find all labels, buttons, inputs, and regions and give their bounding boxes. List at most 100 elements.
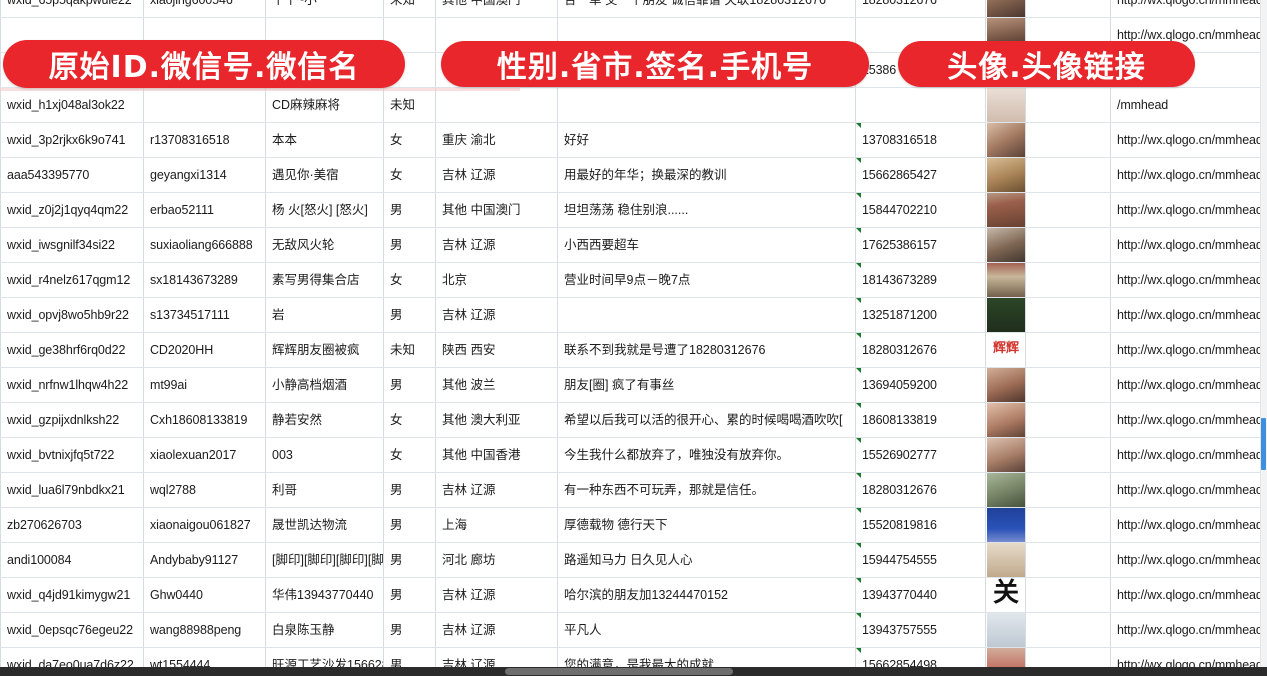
cell-wxno[interactable]: Ghw0440 xyxy=(143,577,266,613)
cell-wxname[interactable]: 丫丫~小 xyxy=(265,0,384,18)
cell-url[interactable]: http://wx.qlogo.cn/mmhead xyxy=(1110,0,1267,18)
cell-prov[interactable]: 吉林 辽源 xyxy=(435,472,558,508)
cell-wxname[interactable]: [脚印][脚印][脚印][脚印 xyxy=(265,542,384,578)
cell-url[interactable]: http://wx.qlogo.cn/mmhead xyxy=(1110,577,1267,613)
cell-sign[interactable]: 平凡人 xyxy=(557,612,856,648)
cell-phone[interactable]: 15526902777 xyxy=(855,437,986,473)
cell-wxname[interactable]: 小静高档烟酒 xyxy=(265,367,384,403)
cell-url[interactable]: http://wx.qlogo.cn/mmhead xyxy=(1110,297,1267,333)
cell-wxno[interactable]: erbao52111 xyxy=(143,192,266,228)
cell-origid[interactable]: wxid_nrfnw1lhqw4h22 xyxy=(0,367,144,403)
cell-wxname[interactable]: CD麻辣麻将 xyxy=(265,87,384,123)
cell-origid[interactable]: wxid_3p2rjkx6k9o741 xyxy=(0,122,144,158)
cell-wxname[interactable]: 无敌风火轮 xyxy=(265,227,384,263)
cell-prov[interactable]: 其他 中国香港 xyxy=(435,437,558,473)
cell-origid[interactable]: wxid_iwsgnilf34si22 xyxy=(0,227,144,263)
cell-wxno[interactable]: sx18143673289 xyxy=(143,262,266,298)
cell-origid[interactable]: wxid_r4nelz617qgm12 xyxy=(0,262,144,298)
cell-phone[interactable]: 15944754555 xyxy=(855,542,986,578)
cell-wxname[interactable]: 003 xyxy=(265,437,384,473)
table-row[interactable]: wxid_opvj8wo5hb9r22 s13734517111 岩男吉林 辽源 13… xyxy=(0,297,1267,333)
cell-origid[interactable]: wxid_ge38hrf6rq0d22 xyxy=(0,332,144,368)
cell-wxno[interactable]: geyangxi1314 xyxy=(143,157,266,193)
cell-prov[interactable]: 吉林 辽源 xyxy=(435,577,558,613)
table-row[interactable]: wxid_lua6l79nbdkx21 wql2788 利哥男吉林 辽源 有一种东西不… xyxy=(0,472,1267,508)
cell-phone[interactable]: 18143673289 xyxy=(855,262,986,298)
cell-sign[interactable]: 希望以后我可以活的很开心、累的时候喝喝酒吹吹[ xyxy=(557,402,856,438)
cell-gender[interactable]: 女 xyxy=(383,262,436,298)
cell-prov[interactable]: 河北 廊坊 xyxy=(435,542,558,578)
cell-phone[interactable] xyxy=(855,87,986,123)
cell-gender[interactable]: 女 xyxy=(383,157,436,193)
cell-prov[interactable]: 吉林 辽源 xyxy=(435,157,558,193)
cell-wxno[interactable]: xiaojing600546 xyxy=(143,0,266,18)
cell-url[interactable]: http://wx.qlogo.cn/mmhead xyxy=(1110,157,1267,193)
cell-gender[interactable]: 女 xyxy=(383,122,436,158)
table-row[interactable]: zb270626703 xiaonaigou061827 晟世凯达物流男上海 厚德载物… xyxy=(0,507,1267,543)
cell-wxname[interactable]: 岩 xyxy=(265,297,384,333)
cell-wxno[interactable]: s13734517111 xyxy=(143,297,266,333)
cell-sign[interactable]: 用最好的年华；换最深的教训 xyxy=(557,157,856,193)
cell-phone[interactable]: 13943757555 xyxy=(855,612,986,648)
table-row[interactable]: wxid_nrfnw1lhqw4h22 mt99ai 小静高档烟酒男其他 波兰 朋友[… xyxy=(0,367,1267,403)
cell-url[interactable]: /mmhead xyxy=(1110,87,1267,123)
cell-prov[interactable]: 北京 xyxy=(435,262,558,298)
cell-phone[interactable]: 18280312676 xyxy=(855,0,986,18)
cell-origid[interactable]: wxid_65p5qakpwuie22 xyxy=(0,0,144,18)
cell-wxno[interactable]: suxiaoliang666888 xyxy=(143,227,266,263)
cell-url[interactable]: http://wx.qlogo.cn/mmhead xyxy=(1110,227,1267,263)
cell-prov[interactable] xyxy=(435,87,558,123)
cell-wxname[interactable]: 素写男得集合店 xyxy=(265,262,384,298)
cell-phone[interactable]: 17625386157 xyxy=(855,227,986,263)
cell-sign[interactable]: 哈尔滨的朋友加13244470152 xyxy=(557,577,856,613)
cell-origid[interactable]: aaa543395770 xyxy=(0,157,144,193)
cell-wxname[interactable]: 静若安然 xyxy=(265,402,384,438)
cell-url[interactable]: http://wx.qlogo.cn/mmhead xyxy=(1110,367,1267,403)
cell-wxno[interactable]: xiaonaigou061827 xyxy=(143,507,266,543)
cell-wxname[interactable]: 本本 xyxy=(265,122,384,158)
table-row[interactable]: wxid_0epsqc76egeu22 wang88988peng 白泉陈玉静男吉林… xyxy=(0,612,1267,648)
cell-sign[interactable]: 联系不到我就是号遭了18280312676 xyxy=(557,332,856,368)
table-row[interactable]: aaa543395770 geyangxi1314 遇见你·美宿女吉林 辽源 用最好的… xyxy=(0,157,1267,193)
cell-sign[interactable]: 小西西要超车 xyxy=(557,227,856,263)
cell-wxname[interactable]: 华伟13943770440 xyxy=(265,577,384,613)
cell-wxname[interactable]: 杨 火[怒火] [怒火] xyxy=(265,192,384,228)
cell-url[interactable]: http://wx.qlogo.cn/mmhead xyxy=(1110,192,1267,228)
cell-prov[interactable]: 陕西 西安 xyxy=(435,332,558,368)
cell-wxno[interactable]: CD2020HH xyxy=(143,332,266,368)
cell-prov[interactable]: 其他 澳大利亚 xyxy=(435,402,558,438)
cell-prov[interactable]: 其他 波兰 xyxy=(435,367,558,403)
cell-origid[interactable]: wxid_lua6l79nbdkx21 xyxy=(0,472,144,508)
cell-wxname[interactable]: 白泉陈玉静 xyxy=(265,612,384,648)
vertical-scrollbar-thumb[interactable] xyxy=(1261,418,1266,470)
table-row[interactable]: wxid_3p2rjkx6k9o741 r13708316518 本本女重庆 渝北好… xyxy=(0,122,1267,158)
table-row[interactable]: wxid_r4nelz617qgm12 sx18143673289 素写男得集合店女… xyxy=(0,262,1267,298)
table-row[interactable]: wxid_q4jd91kimygw21 Ghw0440 华伟13943770440 男… xyxy=(0,577,1267,613)
cell-origid[interactable]: zb270626703 xyxy=(0,507,144,543)
cell-origid[interactable]: wxid_opvj8wo5hb9r22 xyxy=(0,297,144,333)
cell-gender[interactable]: 女 xyxy=(383,437,436,473)
cell-sign[interactable] xyxy=(557,87,856,123)
table-row[interactable]: wxid_65p5qakpwuie22xiaojing600546丫丫~小未知其… xyxy=(0,0,1267,18)
cell-origid[interactable]: wxid_q4jd91kimygw21 xyxy=(0,577,144,613)
cell-url[interactable]: http://wx.qlogo.cn/mmhead xyxy=(1110,542,1267,578)
cell-sign[interactable]: 厚德载物 德行天下 xyxy=(557,507,856,543)
cell-wxno[interactable]: mt99ai xyxy=(143,367,266,403)
cell-wxno[interactable]: wql2788 xyxy=(143,472,266,508)
cell-url[interactable]: http://wx.qlogo.cn/mmhead xyxy=(1110,437,1267,473)
cell-sign[interactable] xyxy=(557,297,856,333)
cell-phone[interactable]: 15520819816 xyxy=(855,507,986,543)
cell-gender[interactable]: 未知 xyxy=(383,332,436,368)
cell-wxno[interactable]: xiaolexuan2017 xyxy=(143,437,266,473)
cell-sign[interactable]: 坦坦荡荡 稳住别浪...... xyxy=(557,192,856,228)
cell-origid[interactable]: wxid_0epsqc76egeu22 xyxy=(0,612,144,648)
cell-gender[interactable]: 男 xyxy=(383,542,436,578)
cell-gender[interactable]: 男 xyxy=(383,577,436,613)
cell-wxname[interactable]: 晟世凯达物流 xyxy=(265,507,384,543)
cell-prov[interactable]: 上海 xyxy=(435,507,558,543)
cell-origid[interactable]: wxid_gzpijxdnlksh22 xyxy=(0,402,144,438)
cell-url[interactable]: http://wx.qlogo.cn/mmhead xyxy=(1110,122,1267,158)
cell-wxno[interactable]: wang88988peng xyxy=(143,612,266,648)
cell-phone[interactable]: 15844702210 xyxy=(855,192,986,228)
